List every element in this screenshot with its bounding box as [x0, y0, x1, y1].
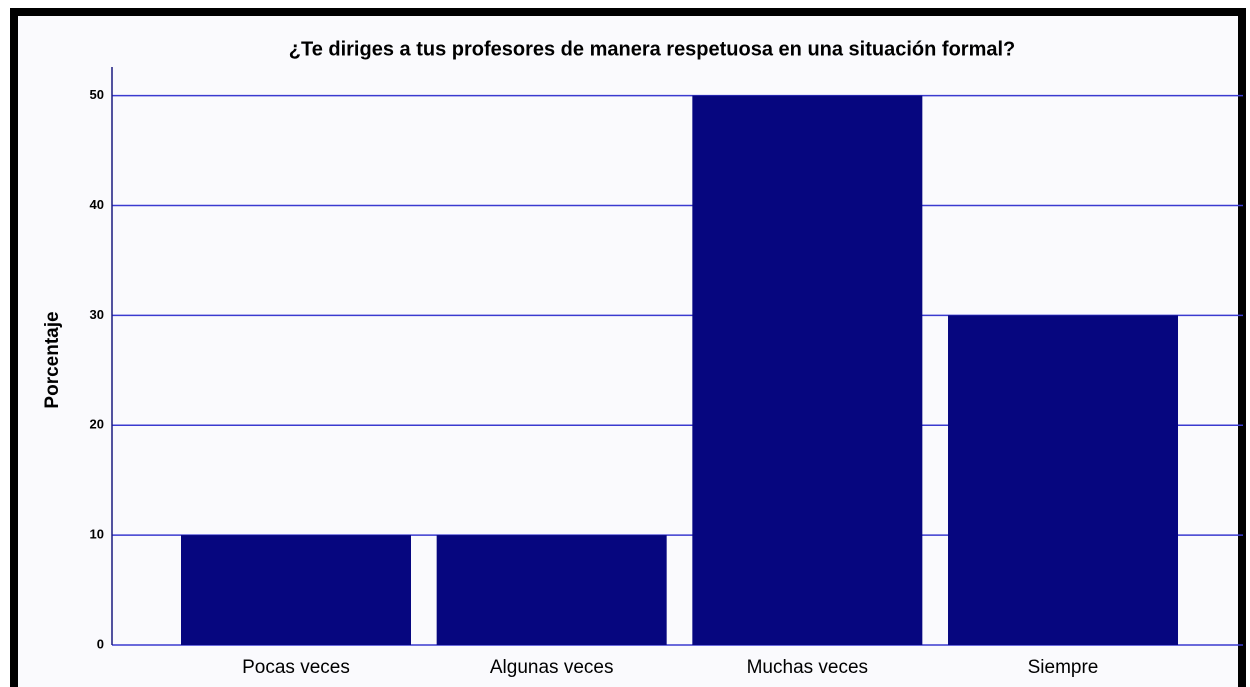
- y-tick-label: 30: [90, 307, 104, 322]
- bar: [692, 95, 923, 646]
- x-tick-label: Muchas veces: [747, 657, 868, 678]
- x-tick-label: Siempre: [1028, 657, 1099, 678]
- bar: [948, 315, 1179, 645]
- bar: [181, 535, 411, 645]
- x-tick-label: Pocas veces: [242, 657, 350, 678]
- y-tick-label: 40: [90, 197, 104, 212]
- y-tick-label: 50: [90, 87, 104, 102]
- y-tick-label: 10: [90, 527, 104, 542]
- chart-title: ¿Te diriges a tus profesores de manera r…: [289, 38, 1016, 60]
- x-tick-label: Algunas veces: [490, 657, 614, 678]
- bar: [436, 535, 667, 645]
- y-tick-label: 20: [90, 417, 104, 432]
- y-axis-label: Porcentaje: [42, 311, 63, 408]
- y-tick-label: 0: [97, 636, 104, 651]
